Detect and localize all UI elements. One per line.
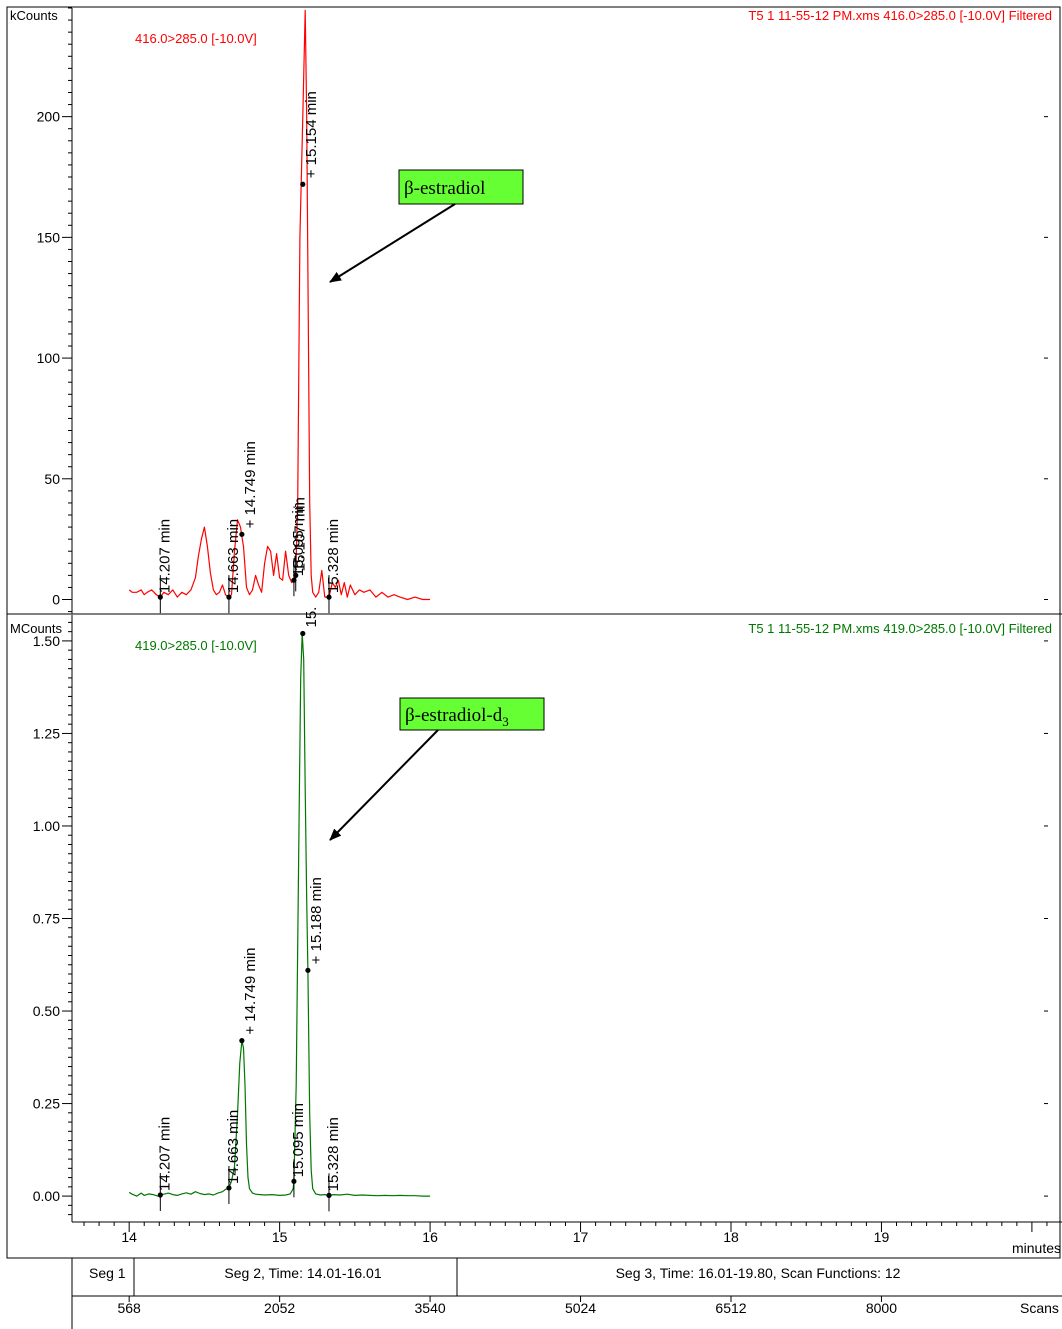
segment-label: Seg 2, Time: 14.01-16.01 — [224, 1265, 381, 1281]
trace-title: 416.0>285.0 [-10.0V] — [135, 31, 257, 46]
y-unit-label: MCounts — [10, 621, 63, 636]
callout-arrow — [329, 729, 439, 841]
compound-name: β-estradiol-d — [405, 705, 503, 726]
segment-label: Seg 1 — [89, 1265, 126, 1281]
scan-tick-label: 5024 — [565, 1300, 596, 1316]
peak-time-label: 15.095 min — [290, 1103, 307, 1177]
x-tick-label: 16 — [422, 1229, 438, 1245]
peak-point — [291, 577, 297, 583]
y-tick-label: 1.25 — [33, 725, 60, 741]
peak-point — [300, 181, 306, 187]
compound-subscript: 3 — [502, 714, 509, 729]
scan-tick-label: 8000 — [866, 1300, 897, 1316]
scans-unit-label: Scans — [1020, 1300, 1059, 1316]
peak-time-label: + 14.749 min — [242, 441, 259, 528]
y-unit-label: kCounts — [10, 8, 58, 23]
trace-file-label: T5 1 11-55-12 PM.xms 416.0>285.0 [-10.0V… — [748, 8, 1052, 23]
y-tick-label: 1.00 — [33, 818, 60, 834]
y-tick-label: 0.25 — [33, 1096, 60, 1112]
segment-label: Seg 3, Time: 16.01-19.80, Scan Functions… — [616, 1265, 901, 1281]
peak-time-label: + 15.188 min — [308, 877, 325, 964]
scan-tick-label: 6512 — [715, 1300, 746, 1316]
y-tick-label: 0.00 — [33, 1188, 60, 1204]
scan-tick-label: 568 — [117, 1300, 141, 1316]
peak-point — [326, 594, 332, 600]
compound-name: β-estradiol — [404, 178, 485, 199]
peak-point — [291, 1178, 297, 1184]
y-tick-label: 0 — [52, 592, 60, 608]
chromatogram-trace — [128, 632, 431, 1197]
x-tick-label: 18 — [723, 1229, 739, 1245]
peak-point — [326, 1192, 332, 1198]
peak-point — [157, 594, 163, 600]
peak-time-label: + 14.749 min — [242, 947, 259, 1034]
peak-point — [157, 1192, 163, 1198]
peak-time-label: + 15.154 min — [303, 91, 320, 178]
plot-frame — [6, 6, 1061, 1259]
compound-callout-label: β-estradiol — [404, 178, 485, 199]
y-tick-label: 1.50 — [33, 633, 60, 649]
peak-point — [293, 572, 299, 578]
x-tick-label: 19 — [874, 1229, 890, 1245]
callout-arrow — [329, 203, 456, 283]
peak-time-label: 15. — [303, 607, 320, 628]
compound-callout-label: β-estradiol-d3 — [405, 705, 509, 729]
peak-time-label: 15.328 min — [325, 519, 342, 593]
x-unit-label: minutes — [1012, 1240, 1061, 1256]
y-tick-label: 200 — [37, 109, 61, 125]
peak-time-label: 15.107 min — [292, 497, 309, 571]
scan-tick-label: 2052 — [264, 1300, 295, 1316]
compound-callout-box — [399, 697, 545, 731]
y-tick-label: 0.50 — [33, 1003, 60, 1019]
peak-time-label: 15.095 min — [290, 502, 307, 576]
peak-point — [300, 630, 306, 637]
compound-callout-box — [398, 169, 524, 205]
y-tick-label: 50 — [44, 471, 60, 487]
peak-point — [239, 1038, 245, 1044]
trace-file-label: T5 1 11-55-12 PM.xms 419.0>285.0 [-10.0V… — [748, 621, 1052, 636]
x-tick-label: 15 — [272, 1229, 288, 1245]
y-tick-label: 150 — [37, 229, 61, 245]
scan-tick-label: 3540 — [415, 1300, 446, 1316]
y-tick-label: 100 — [37, 350, 61, 366]
peak-point — [226, 1185, 232, 1191]
peak-point — [226, 594, 232, 600]
peak-point — [305, 967, 311, 973]
chromatogram-trace — [128, 9, 431, 601]
peak-time-label: 14.207 min — [156, 519, 173, 593]
peak-time-label: 14.663 min — [225, 1110, 242, 1184]
x-tick-label: 17 — [573, 1229, 589, 1245]
x-tick-label: 14 — [121, 1229, 137, 1245]
peak-time-label: 14.663 min — [225, 519, 242, 593]
peak-time-label: 14.207 min — [156, 1117, 173, 1191]
peak-point — [239, 531, 245, 537]
peak-time-label: 15.328 min — [325, 1117, 342, 1191]
y-tick-label: 0.75 — [33, 911, 60, 927]
trace-title: 419.0>285.0 [-10.0V] — [135, 638, 257, 653]
